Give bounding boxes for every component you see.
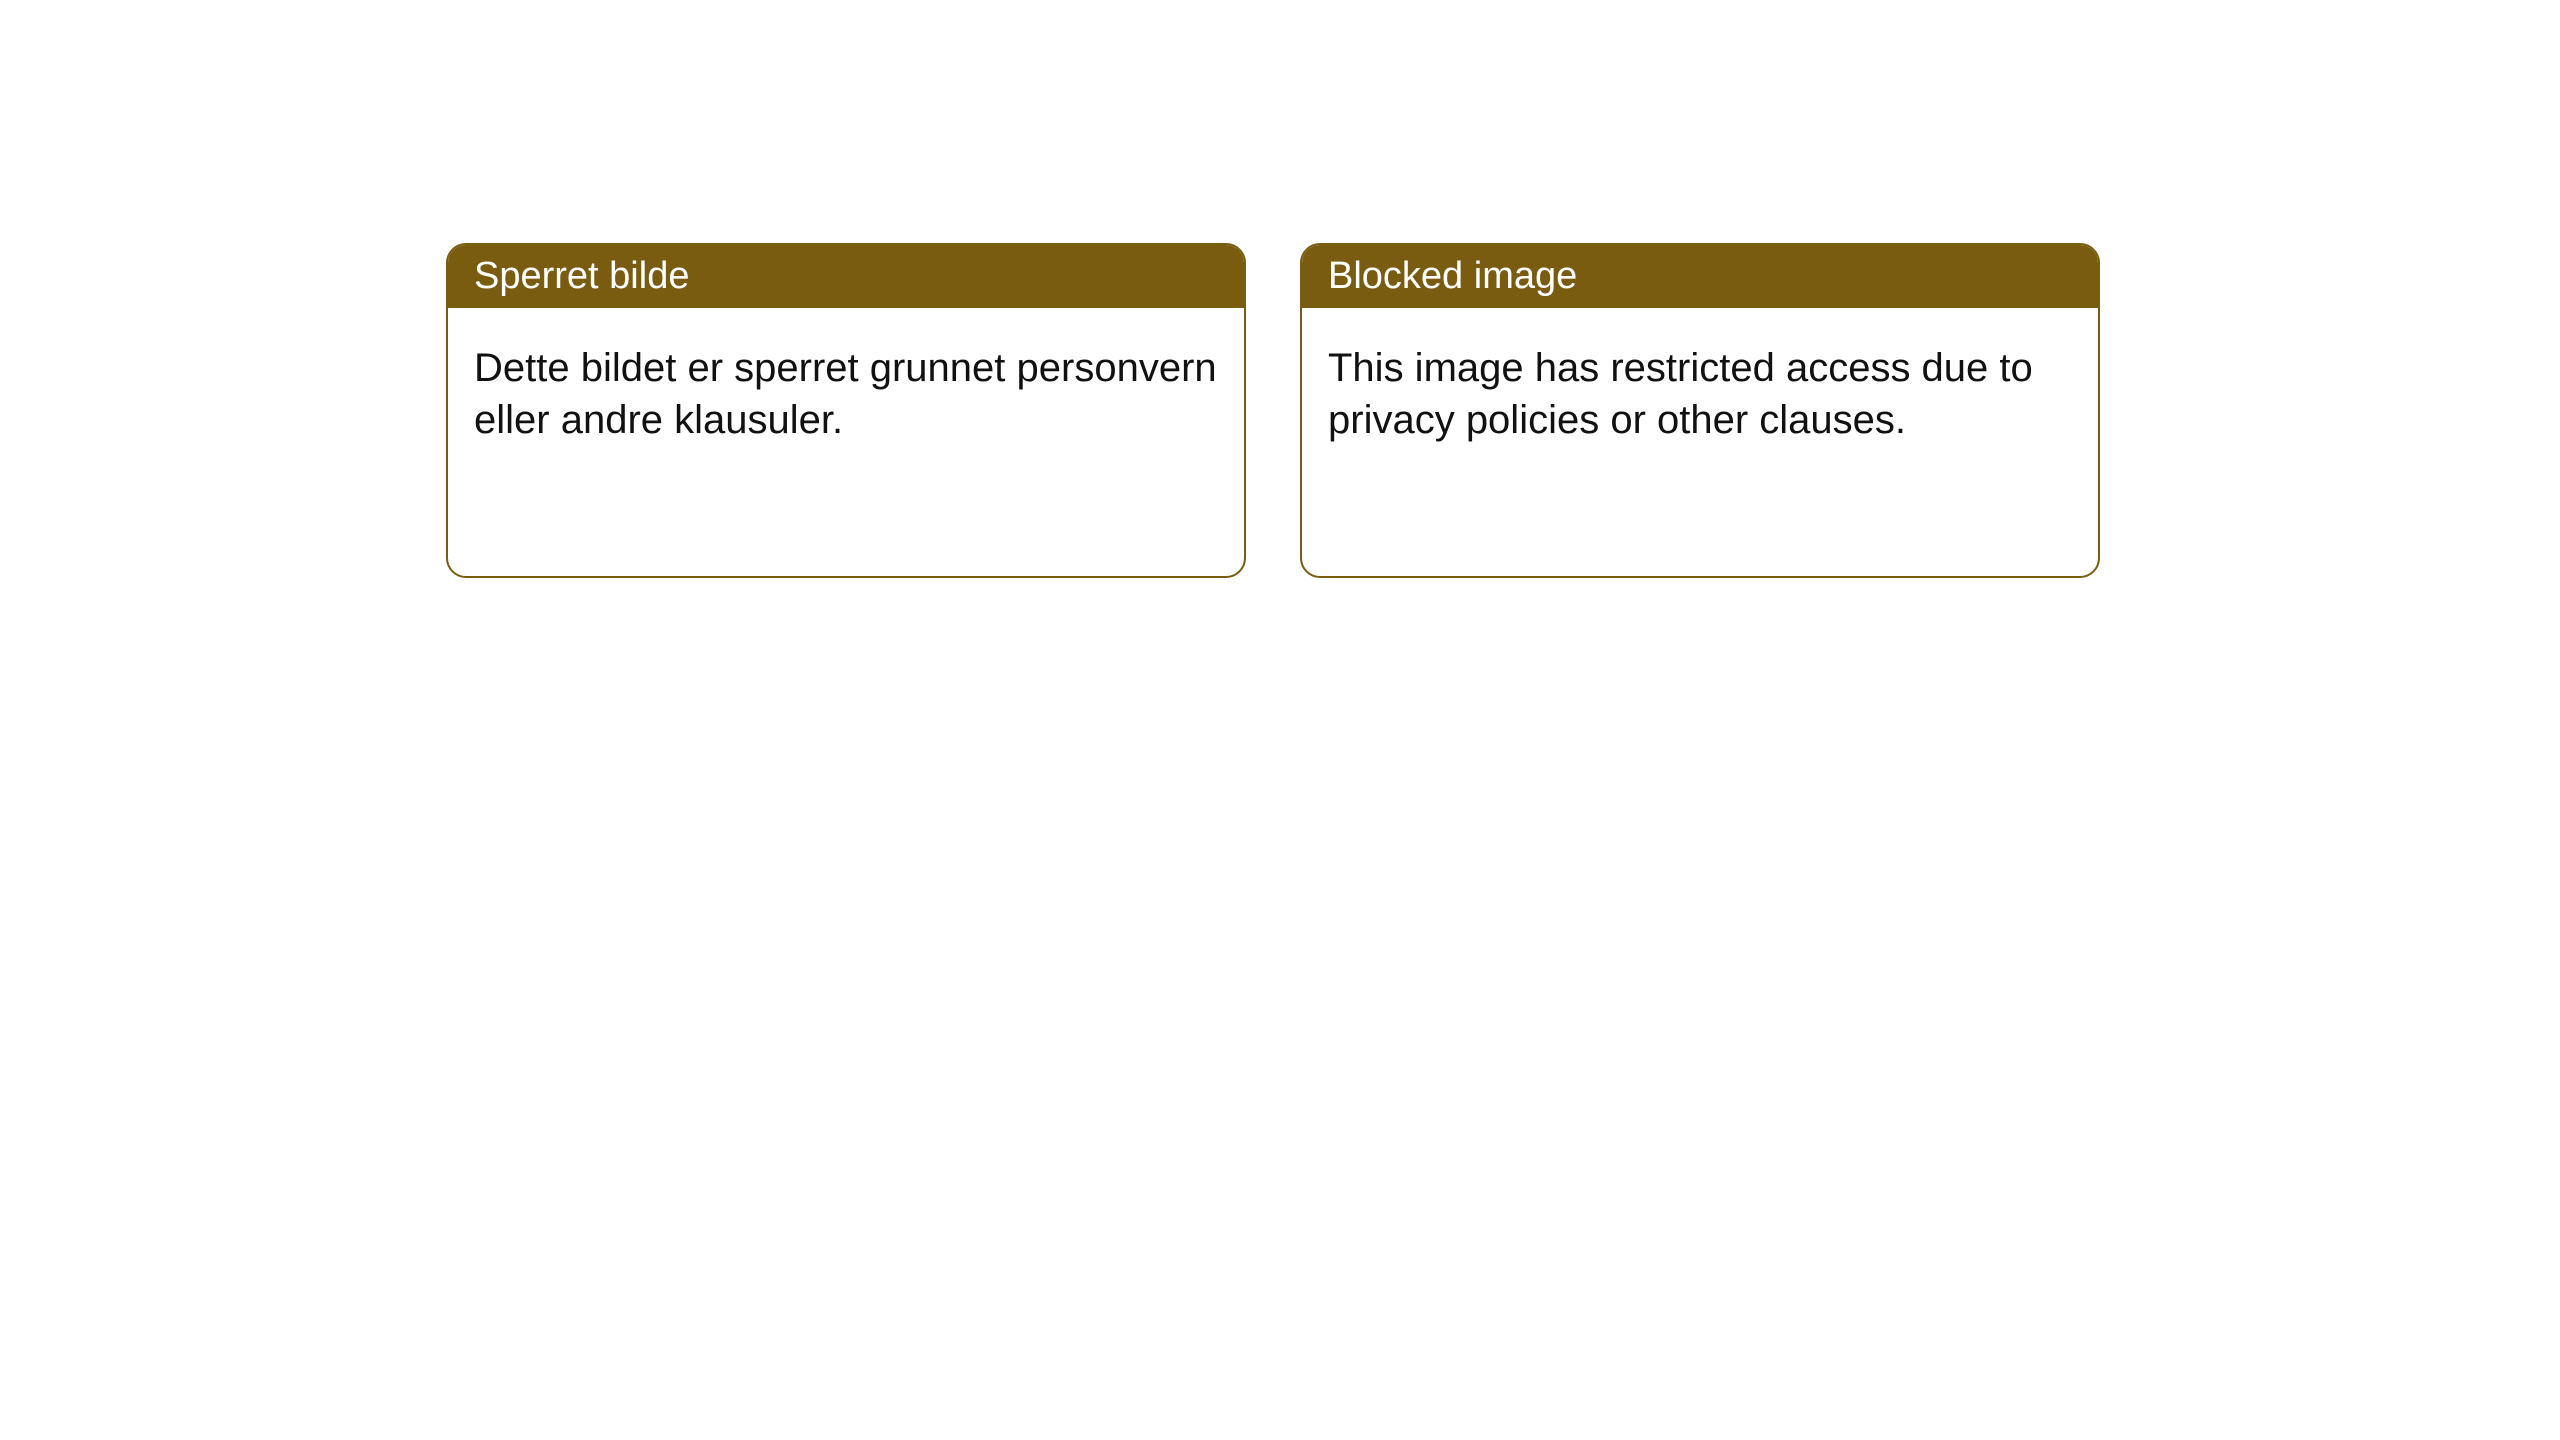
notice-card-norwegian: Sperret bilde Dette bildet er sperret gr…: [446, 243, 1246, 578]
notice-body: Dette bildet er sperret grunnet personve…: [448, 308, 1244, 480]
notice-title: Sperret bilde: [448, 245, 1244, 308]
notice-container: Sperret bilde Dette bildet er sperret gr…: [0, 0, 2560, 578]
notice-card-english: Blocked image This image has restricted …: [1300, 243, 2100, 578]
notice-body: This image has restricted access due to …: [1302, 308, 2098, 480]
notice-title: Blocked image: [1302, 245, 2098, 308]
